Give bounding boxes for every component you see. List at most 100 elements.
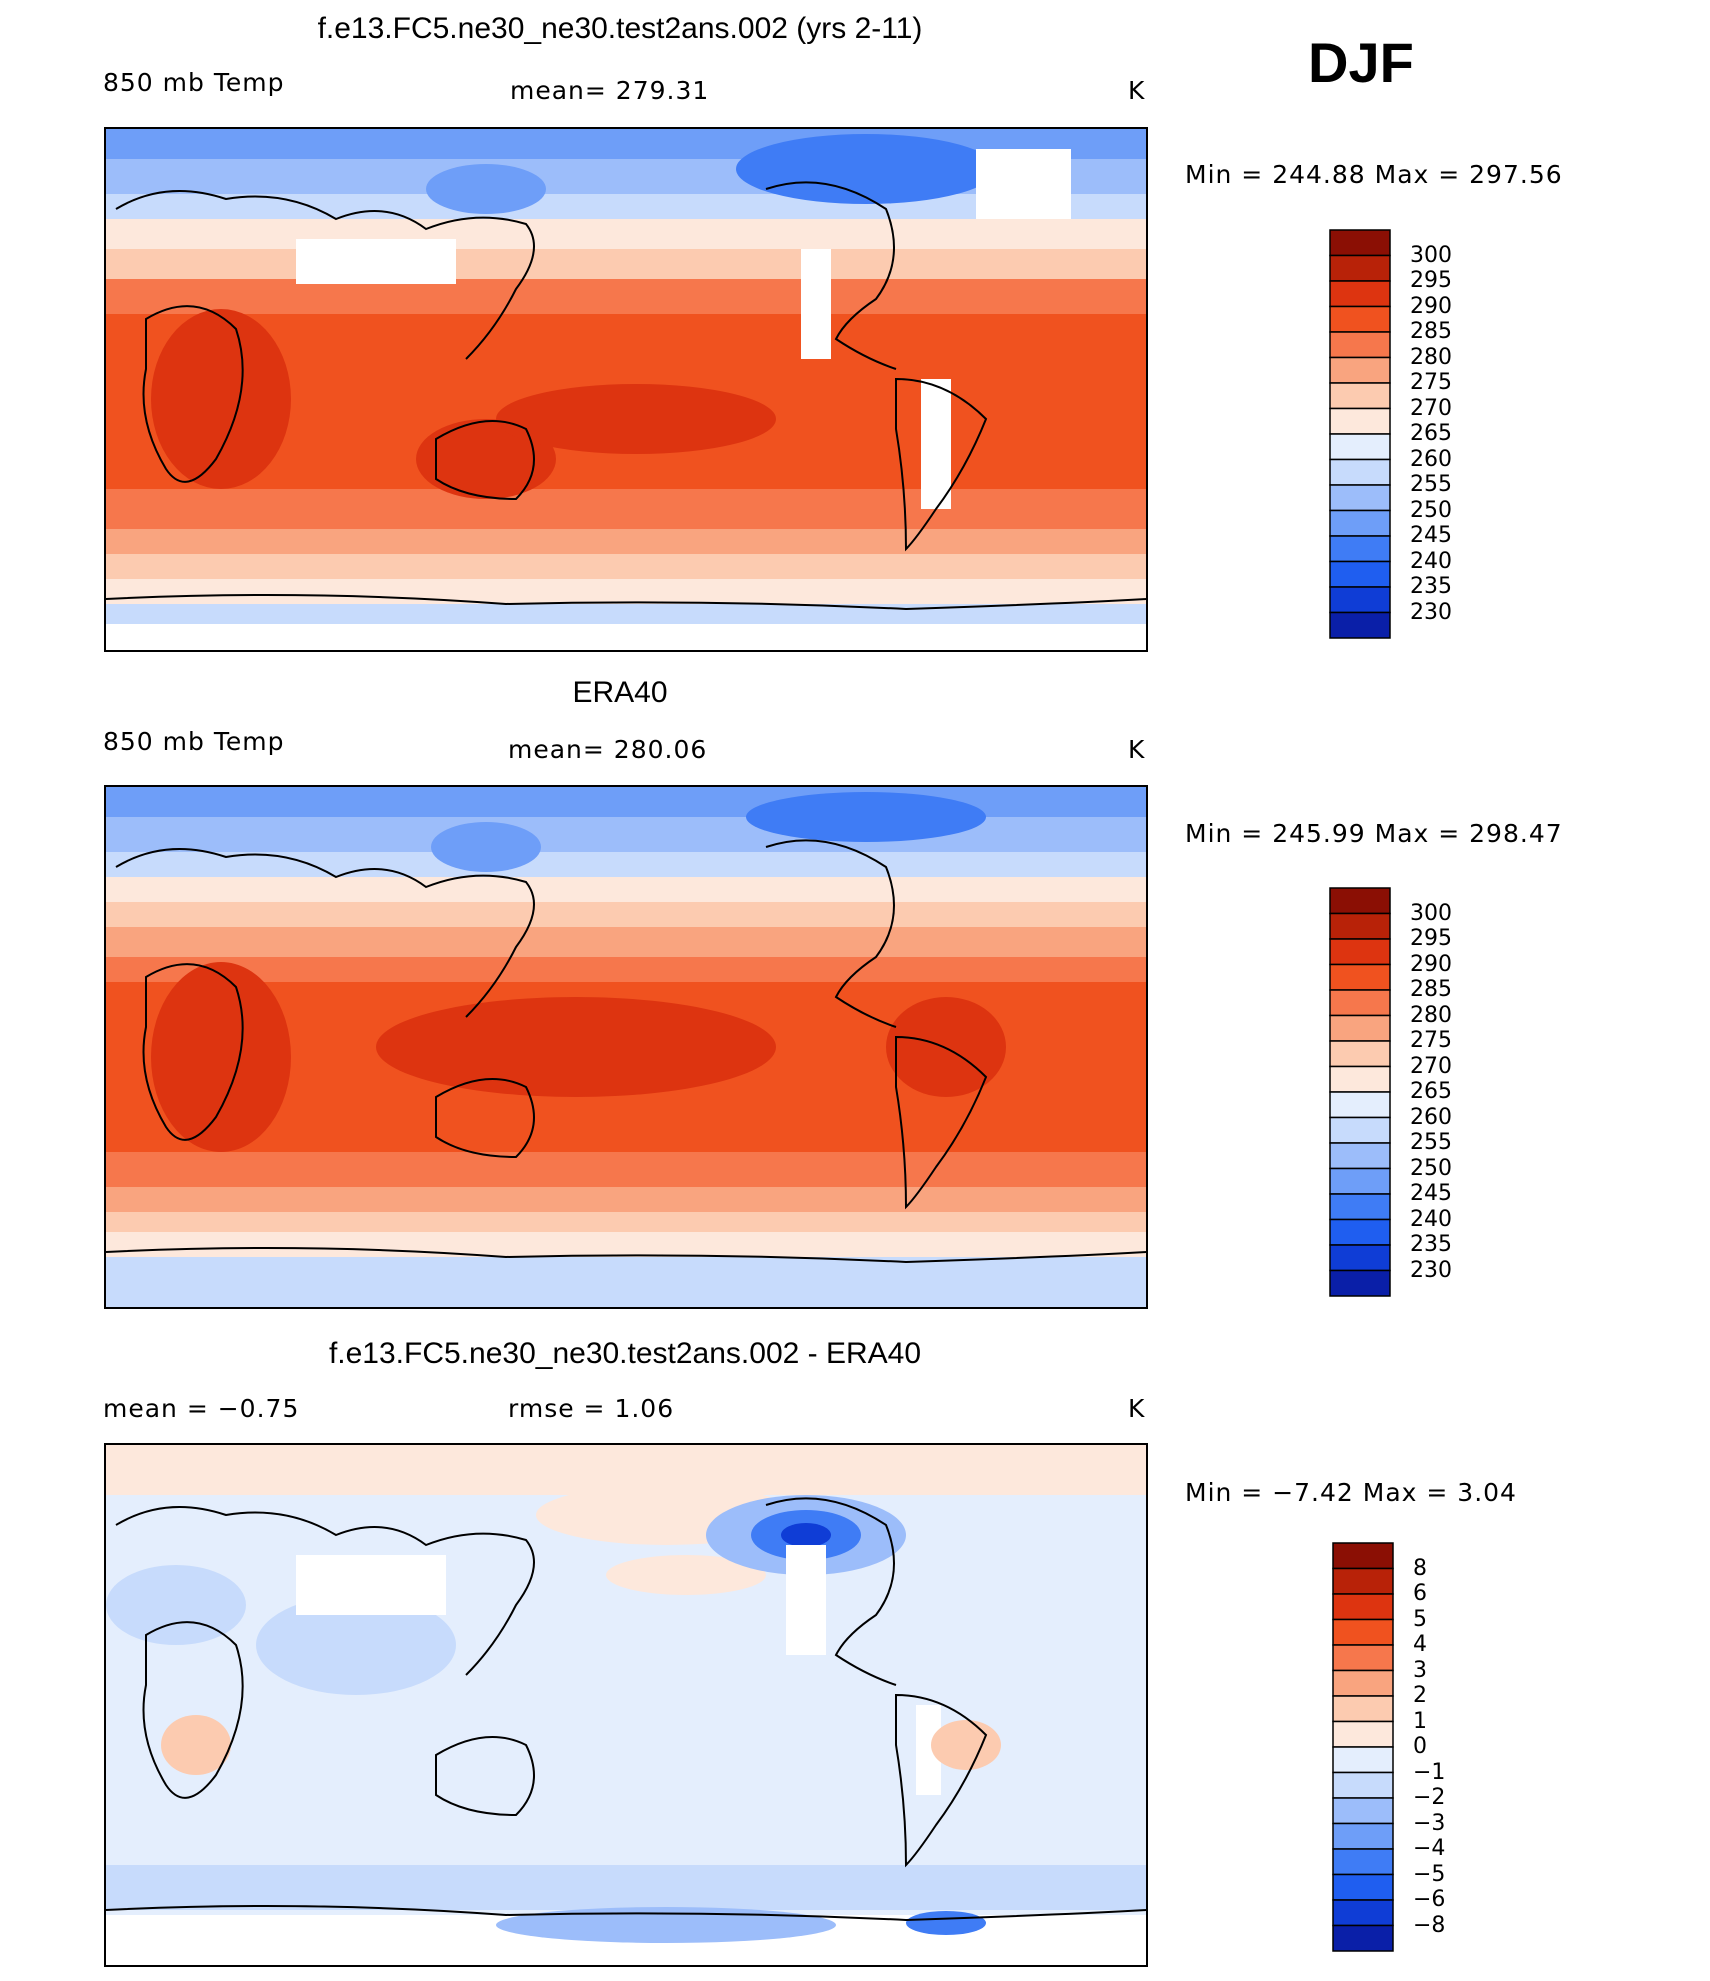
colorbar-label: 240	[1410, 1206, 1452, 1232]
panel-2-minmax: Min = 245.99 Max = 298.47	[1185, 819, 1563, 848]
panel-1-minmax: Min = 244.88 Max = 297.56	[1185, 160, 1563, 189]
cold-region-north-america	[746, 792, 986, 842]
colorbar-label: 235	[1410, 1232, 1452, 1257]
colorbar-label: 285	[1410, 319, 1452, 344]
panel-1-map	[104, 127, 1148, 652]
warm-south-america	[886, 997, 1006, 1097]
cold-region-siberia	[426, 164, 546, 214]
colorbar-label: 6	[1413, 1581, 1427, 1606]
colorbar-swatch	[1329, 484, 1391, 512]
colorbar-swatch	[1329, 382, 1391, 410]
panel-2-colorbar-swatches	[1329, 887, 1391, 1297]
band-north-mid	[106, 877, 1146, 902]
coast-australia	[435, 420, 535, 501]
band-south-warm	[106, 489, 1146, 529]
colorbar-label: 265	[1410, 1079, 1452, 1104]
band-antarctica	[106, 624, 1146, 650]
colorbar-label: 300	[1410, 242, 1452, 268]
colorbar-label: 255	[1410, 1130, 1452, 1155]
cold-region-siberia	[431, 822, 541, 872]
colorbar-swatch	[1329, 1014, 1391, 1042]
panel-2-map-svg	[106, 787, 1146, 1307]
panel-2-variable-label: 850 mb Temp	[103, 727, 285, 756]
colorbar-label: 230	[1410, 1257, 1452, 1283]
panel-3-colorbar	[1332, 1542, 1394, 1952]
colorbar-swatch	[1332, 1924, 1394, 1952]
panel-3-map	[104, 1443, 1148, 1967]
coastlines	[106, 1497, 1146, 1922]
panel-2-title: ERA40	[572, 676, 668, 709]
colorbar-swatch	[1329, 989, 1391, 1017]
band-north-warm	[106, 249, 1146, 279]
panel-3-mean-label: mean = −0.75	[103, 1394, 300, 1423]
colorbar-label: 295	[1410, 926, 1452, 951]
colorbar-label: 260	[1410, 446, 1452, 472]
coast-south-america	[895, 1035, 988, 1210]
band-antarctica	[106, 1257, 1146, 1307]
colorbar-swatch	[1329, 1091, 1391, 1119]
band-north-cold	[106, 852, 1146, 877]
colorbar-label: 265	[1410, 421, 1452, 446]
band-north-warm	[106, 902, 1146, 927]
panel-1-variable-label: 850 mb Temp	[103, 68, 285, 97]
colorbar-swatch	[1332, 1848, 1394, 1876]
colorbar-swatch	[1329, 280, 1391, 308]
warm-south-america	[931, 1720, 1001, 1770]
warm-africa	[161, 1715, 231, 1775]
warm-pacific	[376, 997, 776, 1097]
coast-north-america	[765, 181, 897, 370]
colorbar-swatch	[1329, 535, 1391, 563]
panel-2-map	[104, 785, 1148, 1309]
colorbar-label: 1	[1413, 1708, 1427, 1734]
band-north-sub	[106, 927, 1146, 957]
colorbar-swatch	[1329, 1116, 1391, 1144]
coast-antarctica	[106, 1905, 1146, 1922]
panel-3-map-svg	[106, 1445, 1146, 1965]
colorbar-label: 3	[1413, 1657, 1427, 1683]
colorbar-swatch	[1332, 1771, 1394, 1799]
colorbar-label: −8	[1413, 1912, 1446, 1938]
coast-africa	[142, 305, 244, 483]
warm-africa	[151, 309, 291, 489]
panel-1-colorbar-swatches	[1329, 229, 1391, 639]
band-south-cold	[106, 579, 1146, 604]
band-arctic	[106, 787, 1146, 817]
colorbar-swatch	[1329, 1040, 1391, 1068]
colorbar-swatch	[1329, 229, 1391, 257]
colorbar-label: 260	[1410, 1104, 1452, 1130]
colorbar-swatch	[1329, 407, 1391, 435]
coastlines	[106, 839, 1146, 1264]
colorbar-swatch	[1329, 1269, 1391, 1297]
warm-pacific	[496, 384, 776, 454]
colorbar-swatch	[1329, 938, 1391, 966]
band-south-cool	[106, 554, 1146, 579]
panel-1-mean-label: mean= 279.31	[510, 76, 710, 105]
colorbar-label: 270	[1410, 1053, 1452, 1079]
cool-europe	[106, 1565, 246, 1645]
colorbar-label: −4	[1413, 1836, 1446, 1861]
colorbar-label: 230	[1410, 599, 1452, 625]
coast-africa	[142, 963, 244, 1141]
colorbar-label: 280	[1410, 1002, 1452, 1028]
tibet-mask	[296, 1555, 446, 1615]
colorbar-swatch	[1332, 1695, 1394, 1723]
warm-africa	[151, 962, 291, 1152]
band-subtropics	[106, 957, 1146, 982]
colorbar-label: 2	[1413, 1683, 1427, 1708]
colorbar-swatch	[1329, 1218, 1391, 1246]
cool-antarctic-coast	[496, 1907, 836, 1943]
panel-2-mean-label: mean= 280.06	[508, 735, 708, 764]
colorbar-swatch	[1332, 1618, 1394, 1646]
band-subtropics	[106, 279, 1146, 314]
band-south-cold	[106, 1232, 1146, 1257]
coast-eurasia	[115, 1506, 535, 1676]
colorbar-label: 290	[1410, 293, 1452, 319]
panel-1-units-label: K	[1128, 76, 1146, 105]
panel-1-title: f.e13.FC5.ne30_ne30.test2ans.002 (yrs 2-…	[317, 12, 923, 45]
colorbar-label: −3	[1413, 1810, 1446, 1836]
coast-australia	[435, 1736, 535, 1817]
band-north-mid	[106, 219, 1146, 249]
cold-antarctic-coast	[906, 1911, 986, 1935]
band-south-warm	[106, 1152, 1146, 1187]
colorbar-label: 235	[1410, 574, 1452, 599]
